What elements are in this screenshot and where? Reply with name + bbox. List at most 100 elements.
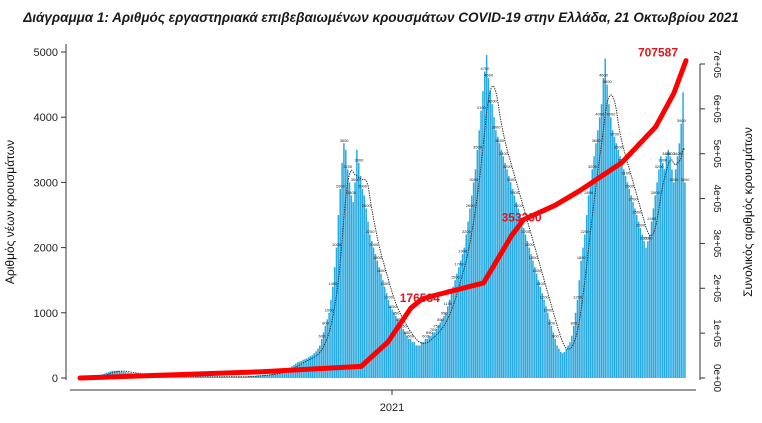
bar-value-label: 2300	[636, 223, 646, 228]
bar-value-label: 3400	[499, 151, 509, 156]
daily-bar	[504, 163, 506, 378]
daily-bar	[347, 169, 349, 378]
daily-bar	[317, 349, 319, 378]
daily-bar	[425, 339, 427, 378]
daily-bar	[566, 349, 568, 378]
bar-value-label: 600	[319, 333, 326, 338]
daily-bar	[582, 248, 584, 378]
daily-bar	[669, 156, 671, 378]
daily-bar	[384, 287, 386, 378]
y2-axis-label: Συνολικός αριθμός κρουσμάτων	[741, 127, 755, 297]
bar-value-label: 2800	[651, 190, 661, 195]
bar-value-label: 3000	[681, 177, 691, 182]
daily-bar	[610, 117, 612, 378]
daily-bar	[556, 345, 558, 378]
daily-bar	[586, 215, 588, 378]
bar-value-label: 2200	[462, 229, 472, 234]
daily-bar	[477, 150, 479, 378]
bar-value-label: 1800	[373, 255, 383, 260]
bar-value-label: 750	[433, 324, 440, 329]
bar-value-label: 2800	[510, 190, 520, 195]
daily-bar	[667, 150, 669, 378]
daily-bar	[569, 342, 571, 378]
daily-bar	[475, 169, 477, 378]
daily-bar	[421, 342, 423, 378]
bar-value-label: 4000	[595, 112, 605, 117]
daily-bar	[417, 345, 419, 378]
daily-bar	[465, 235, 467, 378]
bar-value-label: 3700	[610, 131, 620, 136]
y-tick-label: 0	[52, 373, 58, 385]
daily-bar	[673, 182, 675, 378]
daily-bar	[684, 182, 686, 378]
bar-value-label: 3900	[677, 118, 687, 123]
y2-tick-label: 5e+05	[711, 140, 722, 169]
daily-bar	[627, 182, 629, 378]
daily-bar	[406, 336, 408, 378]
daily-bar	[591, 169, 593, 378]
bar-value-label: 4600	[599, 73, 609, 78]
daily-bar	[603, 78, 605, 378]
daily-bar	[558, 349, 560, 378]
bar-value-label: 3600	[592, 138, 602, 143]
daily-bar	[606, 85, 608, 378]
daily-bar	[332, 287, 334, 378]
daily-bar	[649, 235, 651, 378]
y-tick-label: 2000	[34, 243, 58, 255]
daily-bar	[362, 189, 364, 378]
bar-value-label: 600	[552, 333, 559, 338]
cumulative-callout: 176534	[400, 291, 440, 305]
bar-value-label: 3600	[495, 138, 505, 143]
daily-bar	[562, 353, 564, 378]
bar-value-label: 2600	[466, 203, 476, 208]
bar-value-label: 3600	[340, 138, 350, 143]
y2-tick-label: 3e+05	[711, 229, 722, 258]
y2-tick-label: 6e+05	[711, 95, 722, 124]
daily-bar	[343, 143, 345, 378]
daily-bar	[647, 241, 649, 378]
bar-value-label: 1600	[532, 268, 542, 273]
bar-value-label: 1400	[329, 281, 339, 286]
daily-bar	[351, 195, 353, 378]
daily-bar	[452, 287, 454, 378]
daily-bar	[451, 293, 453, 378]
daily-bar	[341, 163, 343, 378]
bar-value-label: 2200	[366, 229, 376, 234]
daily-bar	[412, 342, 414, 378]
daily-bar	[354, 182, 356, 378]
daily-bar	[352, 202, 354, 378]
daily-bar	[643, 241, 645, 378]
daily-bar	[401, 326, 403, 378]
daily-bar	[629, 189, 631, 378]
daily-bar	[636, 215, 638, 378]
daily-bar	[571, 336, 573, 378]
daily-bar	[410, 339, 412, 378]
daily-cases-bars	[80, 55, 686, 378]
daily-bar	[580, 261, 582, 378]
daily-bar	[658, 169, 660, 378]
daily-bar	[623, 169, 625, 378]
daily-bar	[402, 329, 404, 378]
daily-bar	[519, 215, 521, 378]
daily-bar	[508, 176, 510, 378]
daily-bar	[545, 306, 547, 378]
cumulative-callout: 707587	[638, 46, 678, 60]
y2-tick-label: 1e+05	[711, 319, 722, 348]
bar-value-label: 4500	[603, 79, 613, 84]
bar-value-label: 2600	[362, 203, 372, 208]
bar-value-label: 3200	[343, 164, 353, 169]
daily-bar	[560, 352, 562, 378]
daily-bar	[662, 163, 664, 378]
daily-bar	[677, 156, 679, 378]
daily-bar	[458, 267, 460, 378]
daily-bar	[339, 189, 341, 378]
bar-value-label: 3400	[673, 151, 683, 156]
daily-bar	[638, 222, 640, 378]
bar-value-label: 800	[322, 320, 329, 325]
bar-value-label: 4600	[484, 73, 494, 78]
bar-value-label: 2000	[369, 242, 379, 247]
bar-value-label: 2800	[347, 190, 357, 195]
daily-bar	[640, 228, 642, 378]
